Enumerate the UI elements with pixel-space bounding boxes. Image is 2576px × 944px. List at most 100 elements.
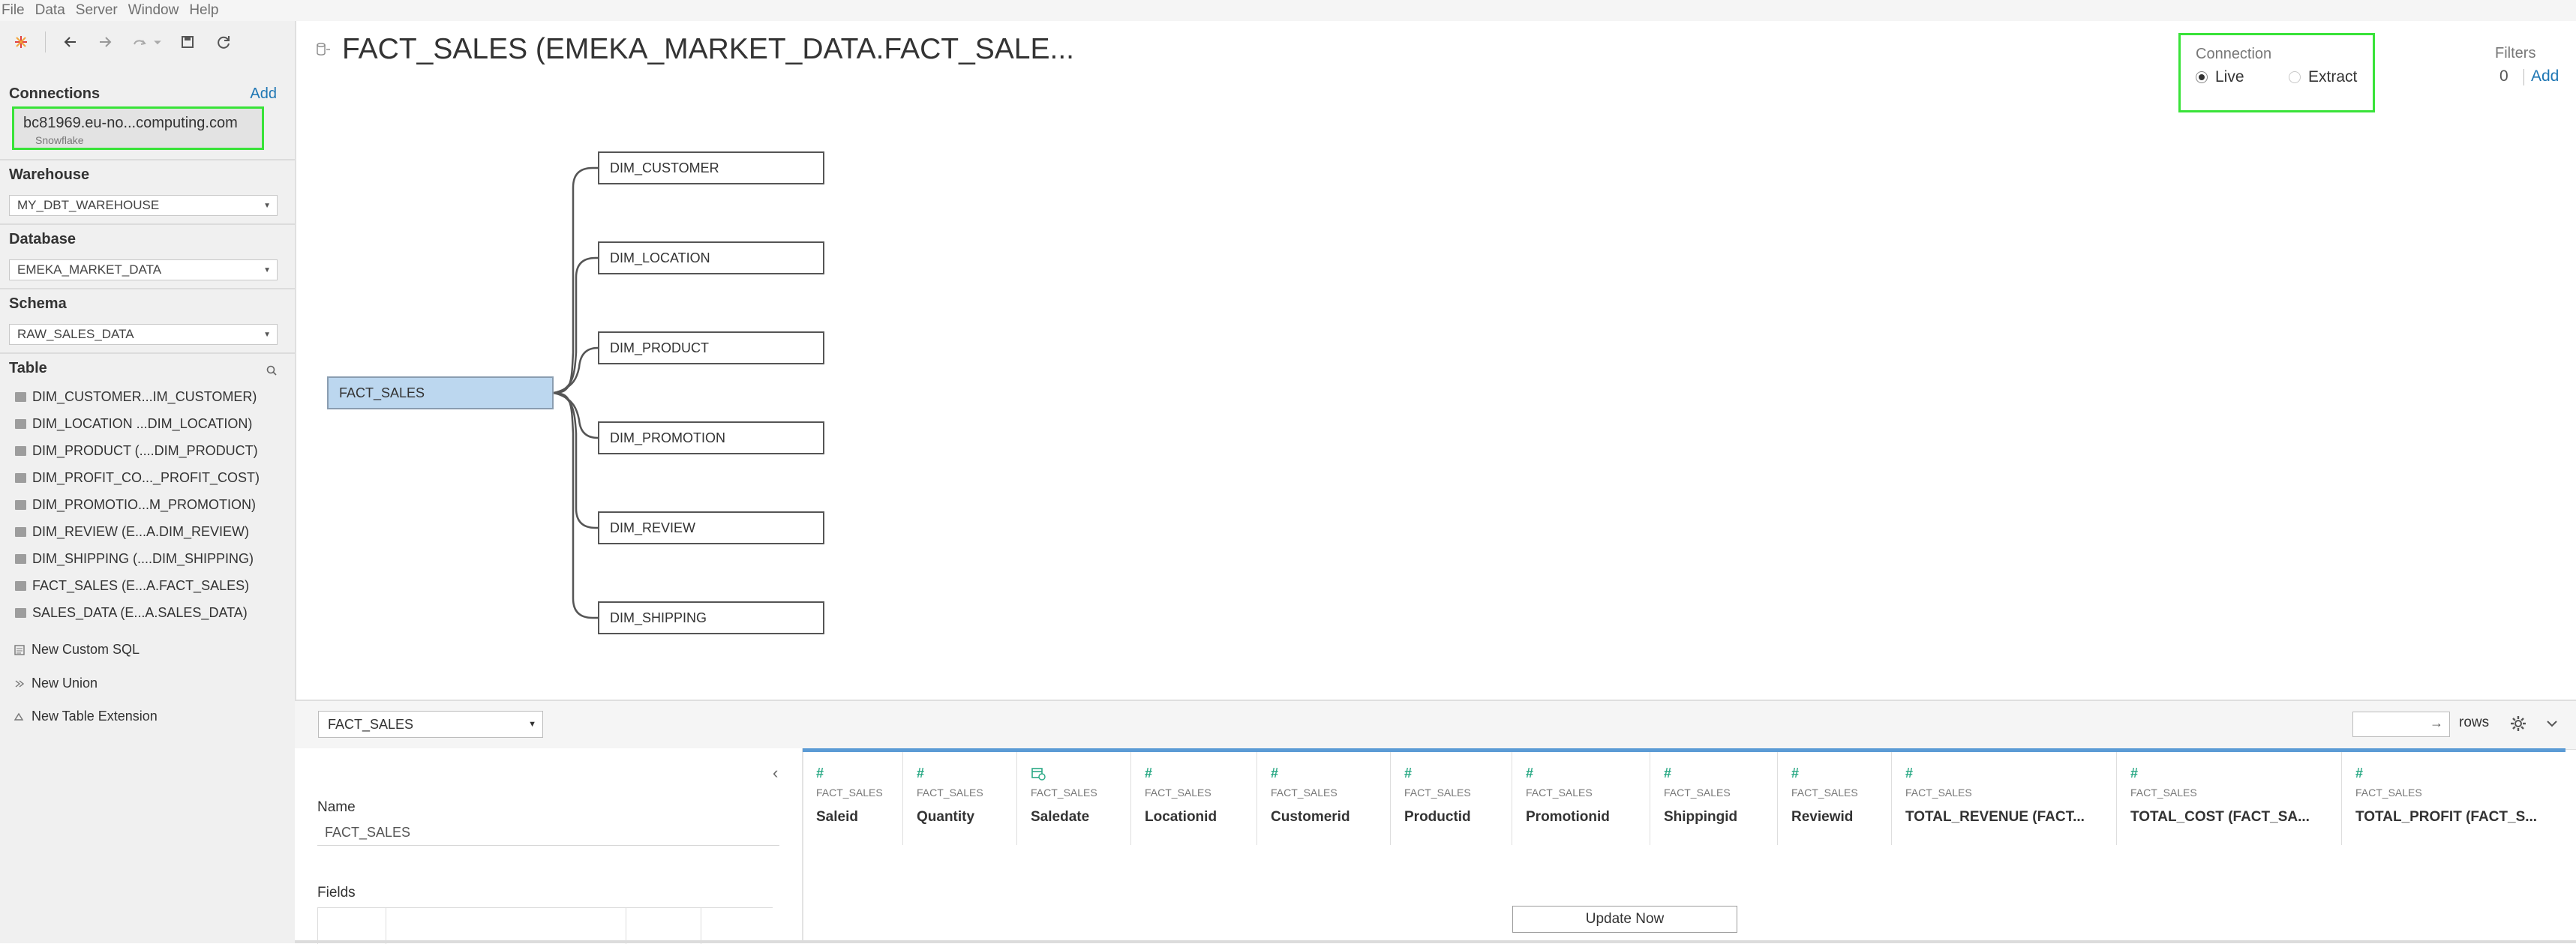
column-source: FACT_SALES: [816, 787, 883, 799]
filters-divider: [2523, 69, 2524, 85]
column-source: FACT_SALES: [1031, 787, 1097, 799]
radio-checked-icon: [2196, 71, 2208, 83]
arrow-right-icon[interactable]: →: [2430, 715, 2443, 730]
table-item-dim-review[interactable]: DIM_REVIEW (E...A.DIM_REVIEW): [0, 518, 295, 545]
column-header-total-profit[interactable]: # FACT_SALES TOTAL_PROFIT (FACT_S...: [2342, 752, 2565, 845]
column-name: Locationid: [1145, 809, 1217, 825]
menu-help[interactable]: Help: [189, 2, 219, 18]
column-source: FACT_SALES: [1271, 787, 1338, 799]
filters-count: 0: [2499, 67, 2508, 85]
menu-data[interactable]: Data: [35, 2, 65, 18]
save-icon[interactable]: [176, 30, 200, 54]
new-table-extension[interactable]: New Table Extension: [14, 709, 158, 724]
column-header-customerid[interactable]: # FACT_SALES Customerid: [1257, 752, 1391, 845]
gear-icon[interactable]: [2508, 714, 2528, 733]
joined-table-dim-customer[interactable]: DIM_CUSTOMER: [598, 151, 824, 184]
column-header-shippingid[interactable]: # FACT_SALES Shippingid: [1650, 752, 1778, 845]
join-line-dim-review: [553, 391, 598, 529]
rows-input[interactable]: →: [2352, 712, 2450, 737]
number-type-icon: #: [2130, 766, 2139, 781]
new-union[interactable]: New Union: [14, 676, 98, 691]
table-name-input[interactable]: [317, 820, 779, 846]
replay-dropdown-icon[interactable]: [152, 30, 164, 54]
divider: [0, 223, 295, 225]
custom-sql-icon: [14, 644, 25, 655]
table-icon: [15, 607, 26, 618]
datasource-icon: [317, 43, 330, 55]
schema-dropdown[interactable]: RAW_SALES_DATA ▼: [9, 324, 278, 345]
column-header-total-cost[interactable]: # FACT_SALES TOTAL_COST (FACT_SA...: [2117, 752, 2342, 845]
table-icon: [15, 553, 26, 564]
table-item-dim-location[interactable]: DIM_LOCATION ...DIM_LOCATION): [0, 410, 295, 437]
joined-table-dim-shipping[interactable]: DIM_SHIPPING: [598, 601, 824, 634]
connection-card[interactable]: bc81969.eu-no...computing.com Snowflake: [12, 106, 264, 150]
forward-arrow-icon[interactable]: [93, 30, 117, 54]
union-icon: [15, 679, 25, 688]
divider: [0, 352, 295, 354]
radio-unchecked-icon: [2289, 71, 2301, 83]
joined-table-dim-promotion[interactable]: DIM_PROMOTION: [598, 421, 824, 454]
menu-server[interactable]: Server: [75, 2, 118, 18]
table-item-label: DIM_PROMOTIO...M_PROMOTION): [32, 496, 257, 512]
app-logo-icon[interactable]: [9, 30, 33, 54]
warehouse-dropdown[interactable]: MY_DBT_WAREHOUSE ▼: [9, 195, 278, 216]
table-item-dim-shipping[interactable]: DIM_SHIPPING (....DIM_SHIPPING): [0, 545, 295, 572]
add-connection-link[interactable]: Add: [250, 85, 277, 102]
table-icon: [15, 526, 26, 537]
connection-host: bc81969.eu-no...computing.com: [23, 115, 238, 131]
joined-table-dim-location[interactable]: DIM_LOCATION: [598, 241, 824, 274]
menu-file[interactable]: File: [2, 2, 25, 18]
number-type-icon: #: [1905, 766, 1914, 781]
root-table-fact-sales[interactable]: FACT_SALES: [327, 376, 554, 409]
table-item-sales-data[interactable]: SALES_DATA (E...A.SALES_DATA): [0, 599, 295, 626]
table-item-fact-sales[interactable]: FACT_SALES (E...A.FACT_SALES): [0, 572, 295, 599]
joined-table-dim-product[interactable]: DIM_PRODUCT: [598, 331, 824, 364]
extract-label: Extract: [2308, 68, 2358, 85]
table-select[interactable]: FACT_SALES ▼: [318, 711, 543, 738]
database-dropdown[interactable]: EMEKA_MARKET_DATA ▼: [9, 259, 278, 280]
divider: [0, 159, 295, 160]
column-source: FACT_SALES: [1404, 787, 1471, 799]
column-header-reviewid[interactable]: # FACT_SALES Reviewid: [1778, 752, 1892, 845]
column-header-quantity[interactable]: # FACT_SALES Quantity: [903, 752, 1017, 845]
extract-radio[interactable]: Extract: [2289, 68, 2357, 86]
menu-window[interactable]: Window: [128, 2, 179, 18]
update-now-button[interactable]: Update Now: [1512, 906, 1737, 933]
database-value: EMEKA_MARKET_DATA: [17, 262, 162, 277]
column-source: FACT_SALES: [1664, 787, 1731, 799]
table-item-dim-profit-cost[interactable]: DIM_PROFIT_CO..._PROFIT_COST): [0, 464, 295, 491]
add-filter-link[interactable]: Add: [2531, 67, 2559, 85]
new-custom-sql[interactable]: New Custom SQL: [14, 642, 140, 658]
column-header-saleid[interactable]: # FACT_SALES Saleid: [803, 752, 903, 845]
column-header-locationid[interactable]: # FACT_SALES Locationid: [1131, 752, 1257, 845]
live-radio[interactable]: Live: [2196, 68, 2244, 86]
column-header-promotionid[interactable]: # FACT_SALES Promotionid: [1512, 752, 1650, 845]
collapse-chevron-icon[interactable]: [2544, 714, 2559, 733]
joined-table-dim-review[interactable]: DIM_REVIEW: [598, 511, 824, 544]
column-header-saledate[interactable]: FACT_SALES Saledate: [1017, 752, 1131, 845]
column-source: FACT_SALES: [1791, 787, 1858, 799]
search-icon[interactable]: [266, 364, 279, 378]
column-header-productid[interactable]: # FACT_SALES Productid: [1391, 752, 1512, 845]
chevron-down-icon: ▼: [263, 331, 271, 339]
back-arrow-icon[interactable]: [59, 30, 83, 54]
table-item-dim-promotion[interactable]: DIM_PROMOTIO...M_PROMOTION): [0, 491, 295, 518]
page-title[interactable]: FACT_SALES (EMEKA_MARKET_DATA.FACT_SALE.…: [342, 33, 1075, 65]
menubar: File Data Server Window Help: [0, 0, 2576, 21]
number-type-icon: #: [2355, 766, 2364, 781]
filters-label: Filters: [2495, 45, 2536, 61]
table-item-dim-customer[interactable]: DIM_CUSTOMER...IM_CUSTOMER): [0, 383, 295, 410]
column-source: FACT_SALES: [1905, 787, 1972, 799]
replay-icon[interactable]: [128, 30, 152, 54]
table-item-label: DIM_SHIPPING (....DIM_SHIPPING): [32, 550, 254, 566]
join-line-dim-location: [553, 256, 598, 394]
data-source-sidebar: Connections Add bc81969.eu-no...computin…: [0, 21, 296, 943]
fields-label: Fields: [317, 885, 356, 901]
column-header-total-revenue[interactable]: # FACT_SALES TOTAL_REVENUE (FACT...: [1892, 752, 2117, 845]
column-source: FACT_SALES: [1145, 787, 1211, 799]
table-item-dim-product[interactable]: DIM_PRODUCT (....DIM_PRODUCT): [0, 437, 295, 464]
chevron-left-icon[interactable]: ‹: [773, 763, 779, 782]
refresh-icon[interactable]: [212, 30, 236, 54]
data-grid: # FACT_SALES Saleid # FACT_SALES Quantit…: [803, 748, 2565, 845]
